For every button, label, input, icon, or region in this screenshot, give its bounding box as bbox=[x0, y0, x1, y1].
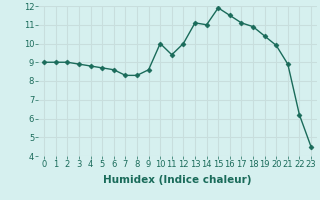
X-axis label: Humidex (Indice chaleur): Humidex (Indice chaleur) bbox=[103, 175, 252, 185]
